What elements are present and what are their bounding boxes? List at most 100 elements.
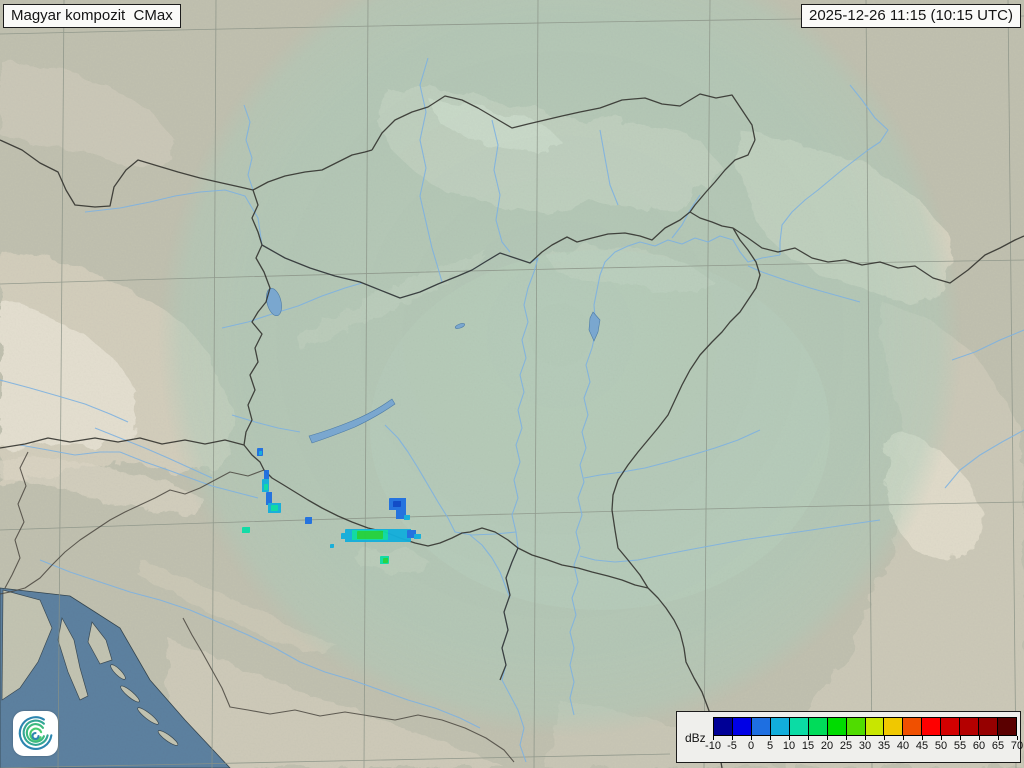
legend-tick-label: 15 bbox=[801, 740, 815, 752]
legend-tick-label: 0 bbox=[747, 740, 755, 752]
radar-echo-patch bbox=[404, 515, 410, 520]
border-hu-ro bbox=[611, 227, 761, 589]
radar-echo-patch bbox=[383, 558, 388, 563]
legend-tick-label: 5 bbox=[766, 740, 774, 752]
border-cz-sk bbox=[252, 149, 373, 191]
river-maros bbox=[579, 519, 881, 563]
river-tisza bbox=[569, 235, 781, 716]
legend-tick-label: -10 bbox=[705, 740, 721, 752]
legend-tick-label: 65 bbox=[991, 740, 1005, 752]
river-drava-upper bbox=[19, 444, 259, 499]
lake-neusiedl bbox=[266, 288, 282, 316]
legend-tick-mark bbox=[770, 736, 771, 740]
river-raba bbox=[221, 282, 363, 329]
border-cz-at bbox=[0, 139, 254, 208]
river-east-2 bbox=[944, 429, 1024, 489]
radar-echoes bbox=[242, 448, 421, 564]
river-szamos bbox=[747, 265, 861, 303]
legend-tick-mark bbox=[998, 736, 999, 740]
river-drava-lower bbox=[469, 534, 511, 599]
border-hu-sk bbox=[251, 189, 691, 299]
radar-echo-patch bbox=[242, 527, 250, 533]
border-hu-ua bbox=[689, 211, 734, 229]
legend-tick-mark bbox=[941, 736, 942, 740]
border-it-si bbox=[4, 451, 29, 589]
legend-tick-mark bbox=[846, 736, 847, 740]
legend-color-cell bbox=[845, 717, 866, 736]
legend-tick-label: 35 bbox=[877, 740, 891, 752]
border-hr-rs bbox=[499, 547, 519, 681]
river-hornad bbox=[599, 129, 619, 206]
legend-tick-mark bbox=[865, 736, 866, 740]
country-borders bbox=[0, 93, 1024, 768]
legend-color-cell bbox=[959, 717, 980, 736]
river-koros bbox=[583, 429, 761, 479]
legend-color-cell bbox=[788, 717, 809, 736]
radar-echo-patch bbox=[264, 470, 269, 480]
dbz-unit-label: dBz bbox=[685, 731, 706, 745]
border-at-si bbox=[0, 437, 245, 449]
legend-tick-label: 70 bbox=[1010, 740, 1024, 752]
legend-colorbar bbox=[713, 717, 1017, 736]
legend-tick-mark bbox=[732, 736, 733, 740]
legend-color-cell bbox=[940, 717, 961, 736]
secondary-borders bbox=[0, 451, 515, 763]
river-sava bbox=[39, 559, 481, 729]
river-east-1 bbox=[951, 329, 1024, 361]
river-upper-tisza bbox=[779, 84, 889, 255]
radar-echo-patch bbox=[396, 509, 406, 519]
border-at-hu bbox=[243, 244, 271, 446]
lake-velence bbox=[454, 323, 466, 329]
legend-color-cell bbox=[731, 717, 752, 736]
product-timestamp: 2025-12-26 11:15 (10:15 UTC) bbox=[800, 4, 1021, 28]
river-hron bbox=[491, 119, 511, 253]
lake-balaton bbox=[308, 398, 396, 444]
legend-tick-mark bbox=[827, 736, 828, 740]
river-morava bbox=[243, 104, 254, 191]
legend-tick-label: 30 bbox=[858, 740, 872, 752]
river-sio bbox=[384, 424, 517, 536]
legend-color-cell bbox=[826, 717, 847, 736]
border-hu-si bbox=[243, 444, 265, 471]
border-hu-rs bbox=[517, 547, 649, 589]
legend-color-cell bbox=[713, 717, 733, 736]
legend-tick-label: 40 bbox=[896, 740, 910, 752]
legend-tick-mark bbox=[979, 736, 980, 740]
legend-tick-label: -5 bbox=[727, 740, 737, 752]
legend-color-cell bbox=[902, 717, 923, 736]
legend-tick-mark bbox=[1017, 736, 1018, 740]
legend-tick-label: 25 bbox=[839, 740, 853, 752]
radar-echo-patch bbox=[341, 533, 346, 539]
legend-tick-mark bbox=[789, 736, 790, 740]
legend-tick-mark bbox=[960, 736, 961, 740]
river-bodrog bbox=[671, 194, 701, 239]
dbz-legend-panel: dBz -10 -5 0 5 10 15 20 25 30 35 40 45 50 55 60 65 70 bbox=[676, 711, 1023, 763]
legend-tick-mark bbox=[884, 736, 885, 740]
river-mura bbox=[94, 427, 213, 479]
hungaromet-logo bbox=[13, 711, 58, 756]
border-si-hr bbox=[0, 469, 265, 595]
radar-echo-patch bbox=[259, 451, 262, 455]
radar-echo-patch bbox=[271, 505, 278, 511]
legend-tick-mark bbox=[751, 736, 752, 740]
radar-echo-patch bbox=[266, 492, 272, 505]
radar-echo-patch bbox=[393, 501, 401, 507]
legend-tick-mark bbox=[903, 736, 904, 740]
river-vah bbox=[419, 57, 443, 283]
radar-echo-patch bbox=[407, 530, 416, 538]
radar-echo-patch bbox=[305, 517, 312, 524]
legend-color-cell bbox=[807, 717, 828, 736]
legend-color-cell bbox=[921, 717, 942, 736]
legend-tick-mark bbox=[713, 736, 714, 740]
legend-tick-label: 55 bbox=[953, 740, 967, 752]
legend-tick-label: 10 bbox=[782, 740, 796, 752]
legend-tick-label: 60 bbox=[972, 740, 986, 752]
legend-color-cell bbox=[978, 717, 999, 736]
border-sk-ua bbox=[689, 139, 756, 213]
border-hr-ba bbox=[182, 617, 515, 763]
legend-ticks: -10 -5 0 5 10 15 20 25 30 35 40 45 50 55 60 65 70 bbox=[705, 736, 1023, 758]
product-title: Magyar kompozit CMax bbox=[3, 4, 181, 28]
